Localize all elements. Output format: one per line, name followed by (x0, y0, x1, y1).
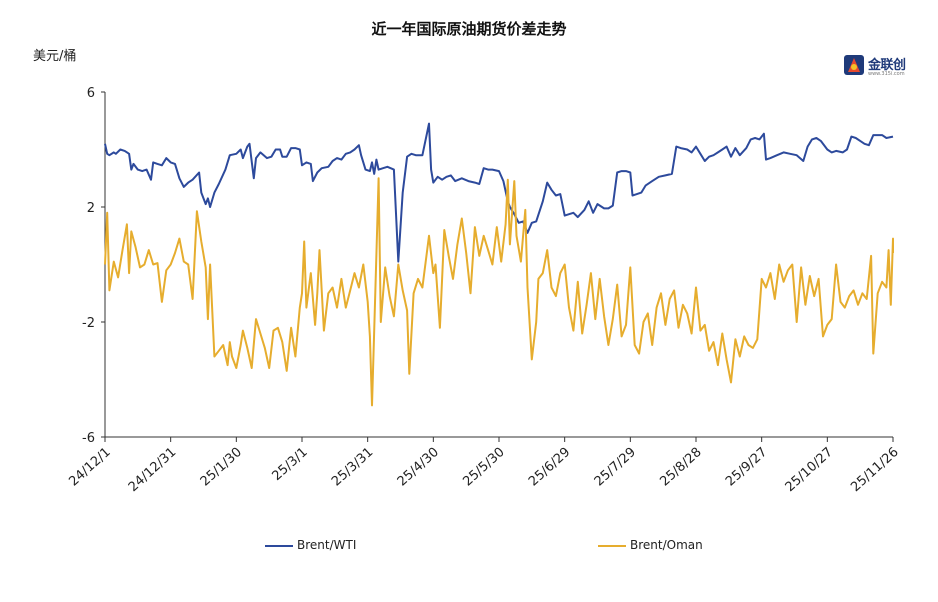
x-tick-label: 25/10/27 (783, 445, 836, 495)
legend-swatch-brent-wti (265, 544, 293, 547)
x-tick-label: 24/12/1 (66, 445, 113, 490)
x-tick-label: 25/5/30 (460, 445, 507, 490)
chart-series (104, 122, 894, 407)
x-tick-label: 25/11/26 (848, 445, 901, 495)
x-axis-ticks: 24/12/1 24/12/31 25/1/30 25/3/1 25/3/31 25/4/… (66, 437, 902, 495)
legend-entry-brent-wti: Brent/WTI (265, 538, 356, 552)
chart-title: 近一年国际原油期货价差走势 (371, 20, 567, 38)
legend-label-brent-oman: Brent/Oman (630, 538, 703, 552)
chart-axes (104, 92, 893, 438)
x-tick-label: 24/12/31 (126, 445, 179, 495)
brand-logo: 金联创 www.315i.com (842, 52, 914, 82)
x-tick-label: 25/6/29 (526, 445, 573, 490)
y-axis-ticks: 6 2 -2 -6 (82, 86, 105, 446)
y-tick-label: -6 (82, 431, 95, 446)
x-tick-label: 25/7/29 (592, 445, 639, 490)
y-tick-label: 2 (87, 201, 95, 216)
legend-label-brent-wti: Brent/WTI (297, 538, 357, 552)
y-tick-label: -2 (82, 316, 95, 331)
x-tick-label: 25/3/1 (270, 445, 311, 484)
x-tick-label: 25/1/30 (198, 445, 245, 490)
y-axis-unit-label: 美元/桶 (33, 49, 77, 64)
y-tick-label: 6 (87, 86, 95, 101)
logo-text: 金联创 (868, 58, 906, 73)
jinlianchuang-logo-icon (844, 55, 864, 75)
x-tick-label: 25/8/28 (657, 445, 704, 490)
series-line-brent-oman (104, 177, 894, 407)
x-tick-label: 25/3/31 (329, 445, 376, 490)
logo-url: www.315i.com (868, 71, 905, 77)
x-tick-label: 25/9/27 (723, 445, 770, 490)
series-line-brent-wti (104, 122, 894, 263)
x-tick-label: 25/4/30 (395, 445, 442, 490)
legend-entry-brent-oman: Brent/Oman (598, 538, 703, 552)
legend-swatch-brent-oman (598, 544, 626, 547)
